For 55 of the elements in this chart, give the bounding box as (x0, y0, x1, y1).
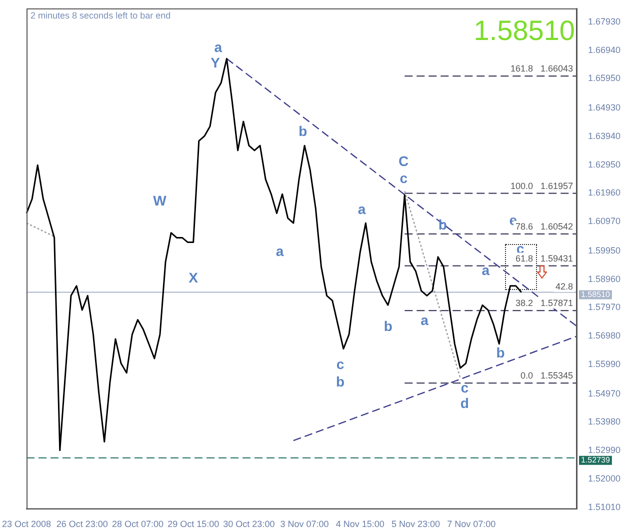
y-tick-label: 1.58960 (588, 274, 621, 284)
x-tick-label: 23 Oct 2008 (2, 519, 52, 530)
y-tick-label: 1.56980 (588, 330, 621, 341)
y-tick-label: 1.62950 (588, 159, 621, 170)
x-tick-label: 26 Oct 23:00 (56, 519, 108, 530)
x-tick-label: 29 Oct 15:00 (168, 519, 220, 530)
x-tick-label: 4 Nov 15:00 (336, 519, 384, 530)
annotation: c (460, 379, 469, 396)
y-tick-label: 1.53980 (588, 416, 621, 427)
annotation: 42.8 (555, 281, 573, 292)
y-tick-label: 1.54970 (588, 388, 621, 398)
y-tick-label: 1.57970 (588, 302, 621, 312)
annotation: c (400, 170, 408, 186)
annotation: X (188, 270, 199, 286)
y-tick-label: 1.67930 (588, 16, 621, 26)
annotation: C (398, 153, 409, 170)
annotation: 1.58510 (474, 15, 575, 46)
annotation: 100.0 1.61957 (510, 180, 573, 191)
annotation: c (336, 356, 344, 372)
annotation: a (276, 243, 284, 260)
y-tick-label: 1.66940 (588, 44, 621, 55)
y-tick-label: 1.65950 (588, 73, 621, 84)
y-tick-label: 1.52990 (588, 445, 621, 456)
y-tick-label: 1.64930 (588, 102, 621, 112)
y-tick-label: 1.55990 (588, 359, 621, 370)
annotation: 38.2 1.57871 (515, 298, 573, 308)
annotation: b (384, 318, 392, 334)
x-tick-label: 3 Nov 07:00 (280, 519, 329, 530)
annotation: b (496, 344, 505, 360)
y-tick-label: 1.59950 (588, 245, 621, 256)
ref-line-label: 1.58510 (581, 290, 610, 299)
x-tick-label: 28 Oct 07:00 (112, 519, 164, 530)
annotation: 78.6 1.60542 (515, 221, 573, 232)
annotation: b (298, 122, 308, 139)
y-tick-label: 1.63940 (588, 130, 621, 141)
annotation: a (482, 262, 490, 278)
annotation: b (336, 373, 345, 390)
x-tick-label: 7 Nov 07:00 (447, 519, 496, 530)
annotation: a (214, 38, 222, 55)
annotation: a (420, 312, 429, 328)
y-tick-label: 1.61960 (588, 188, 621, 198)
annotation: 61.8 1.59431 (515, 253, 573, 264)
annotation: 2 minutes 8 seconds left to bar end (30, 10, 171, 20)
x-tick-label: 5 Nov 23:00 (391, 519, 440, 530)
ref-line-label: 1.52739 (581, 456, 610, 465)
annotation: Y (210, 54, 221, 70)
annotation: 0.0 1.55345 (520, 370, 573, 381)
y-tick-label: 1.52000 (588, 474, 621, 484)
annotation: 161.8 1.66043 (510, 64, 573, 74)
x-tick-label: 30 Oct 23:00 (223, 519, 275, 530)
y-tick-label: 1.51010 (588, 502, 621, 512)
annotation: W (153, 192, 168, 209)
annotation: d (460, 394, 469, 411)
y-tick-label: 1.60970 (588, 216, 621, 226)
annotation: a (358, 201, 366, 218)
